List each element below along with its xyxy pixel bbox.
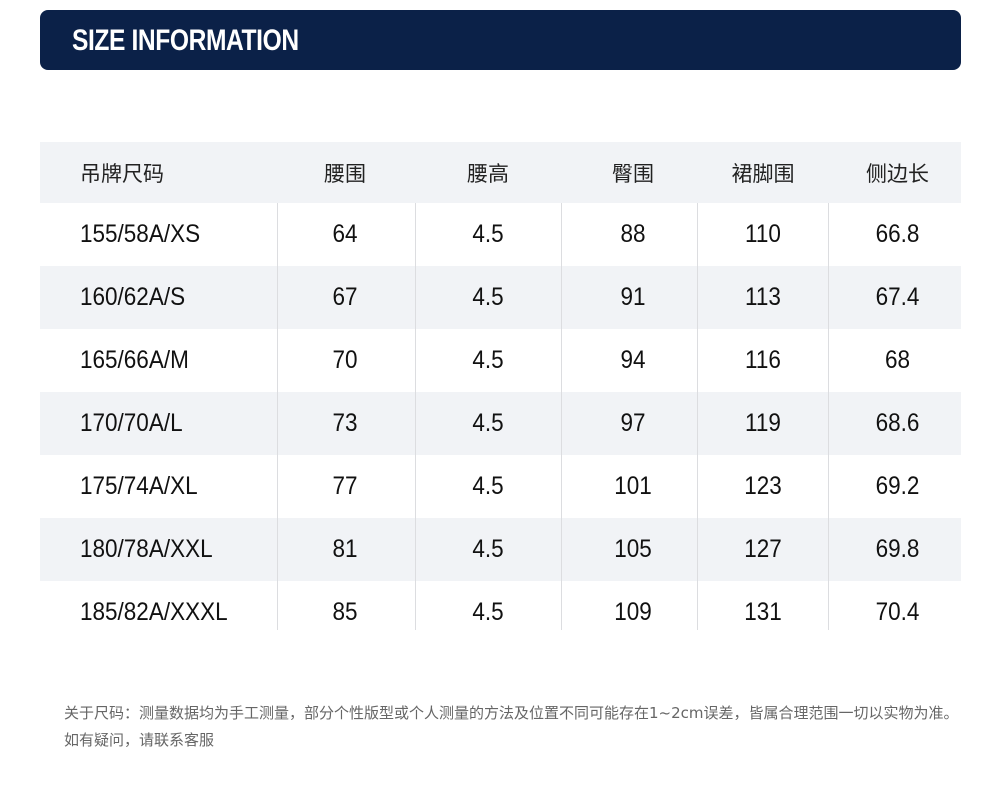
size-label: 180/78A/XXL xyxy=(80,535,213,563)
measurement-cell: 73 xyxy=(332,409,358,437)
measurement-cell: 69.2 xyxy=(875,472,920,500)
section-header xyxy=(40,10,961,70)
measurement-cell: 81 xyxy=(332,535,358,563)
measurement-cell: 101 xyxy=(614,472,652,500)
measurement-cell: 69.8 xyxy=(875,535,920,563)
measurement-cell: 4.5 xyxy=(472,409,504,437)
column-header: 臀围 xyxy=(612,161,654,186)
measurement-cell: 70 xyxy=(332,346,358,374)
table-row: 180/78A/XXL 81 4.5 105 127 69.8 xyxy=(40,518,961,581)
measurement-cell: 67.4 xyxy=(875,283,920,311)
size-label: 185/82A/XXXL xyxy=(80,598,228,626)
column-divider xyxy=(828,203,829,630)
section-title: SIZE INFORMATION xyxy=(72,24,299,57)
measurement-cell: 4.5 xyxy=(472,283,504,311)
table-row: 155/58A/XS 64 4.5 88 110 66.8 xyxy=(40,203,961,266)
size-label: 160/62A/S xyxy=(80,283,186,311)
measurement-cell: 123 xyxy=(744,472,782,500)
measurement-cell: 97 xyxy=(620,409,646,437)
table-row: 165/66A/M 70 4.5 94 116 68 xyxy=(40,329,961,392)
measurement-cell: 4.5 xyxy=(472,220,504,248)
column-header: 腰高 xyxy=(467,161,509,186)
column-header: 腰围 xyxy=(324,161,366,186)
measurement-cell: 110 xyxy=(745,220,781,248)
measurement-cell: 77 xyxy=(332,472,358,500)
column-divider xyxy=(697,203,698,630)
measurement-cell: 116 xyxy=(745,346,781,374)
measurement-cell: 66.8 xyxy=(875,220,920,248)
measurement-cell: 85 xyxy=(332,598,358,626)
measurement-cell: 113 xyxy=(745,283,781,311)
measurement-cell: 105 xyxy=(614,535,652,563)
measurement-cell: 68 xyxy=(884,346,911,374)
measurement-cell: 4.5 xyxy=(472,346,504,374)
measurement-cell: 4.5 xyxy=(472,598,504,626)
column-divider xyxy=(561,203,562,630)
measurement-cell: 119 xyxy=(745,409,781,437)
measurement-cell: 4.5 xyxy=(472,535,504,563)
measurement-cell: 4.5 xyxy=(472,472,504,500)
measurement-cell: 94 xyxy=(620,346,646,374)
table-row: 175/74A/XL 77 4.5 101 123 69.2 xyxy=(40,455,961,518)
column-header: 裙脚围 xyxy=(731,161,795,186)
column-header: 吊牌尺码 xyxy=(80,161,164,186)
measurement-cell: 64 xyxy=(332,220,358,248)
measurement-cell: 70.4 xyxy=(875,598,920,626)
size-label: 175/74A/XL xyxy=(80,472,198,500)
measurement-cell: 68.6 xyxy=(875,409,920,437)
size-table: 吊牌尺码 腰围 腰高 臀围 裙脚围 侧边长 155/58A/XS 64 4.5 88 1… xyxy=(40,142,961,644)
measurement-cell: 131 xyxy=(744,598,782,626)
measurement-cell: 109 xyxy=(614,598,652,626)
table-header-row: 吊牌尺码 腰围 腰高 臀围 裙脚围 侧边长 xyxy=(40,142,961,203)
column-divider xyxy=(415,203,416,630)
table-row: 170/70A/L 73 4.5 97 119 68.6 xyxy=(40,392,961,455)
measurement-cell: 88 xyxy=(620,220,646,248)
table-row: 160/62A/S 67 4.5 91 113 67.4 xyxy=(40,266,961,329)
measurement-cell: 67 xyxy=(332,283,358,311)
measurement-cell: 91 xyxy=(620,283,646,311)
size-note: 关于尺码：测量数据均为手工测量，部分个性版型或个人测量的方法及位置不同可能存在1… xyxy=(64,704,959,749)
column-divider xyxy=(277,203,278,630)
measurement-cell: 127 xyxy=(744,535,782,563)
size-label: 170/70A/L xyxy=(80,409,183,437)
column-header: 侧边长 xyxy=(866,161,929,186)
size-label: 155/58A/XS xyxy=(80,220,201,248)
table-row: 185/82A/XXXL 85 4.5 109 131 70.4 xyxy=(40,581,961,644)
size-label: 165/66A/M xyxy=(80,346,189,374)
